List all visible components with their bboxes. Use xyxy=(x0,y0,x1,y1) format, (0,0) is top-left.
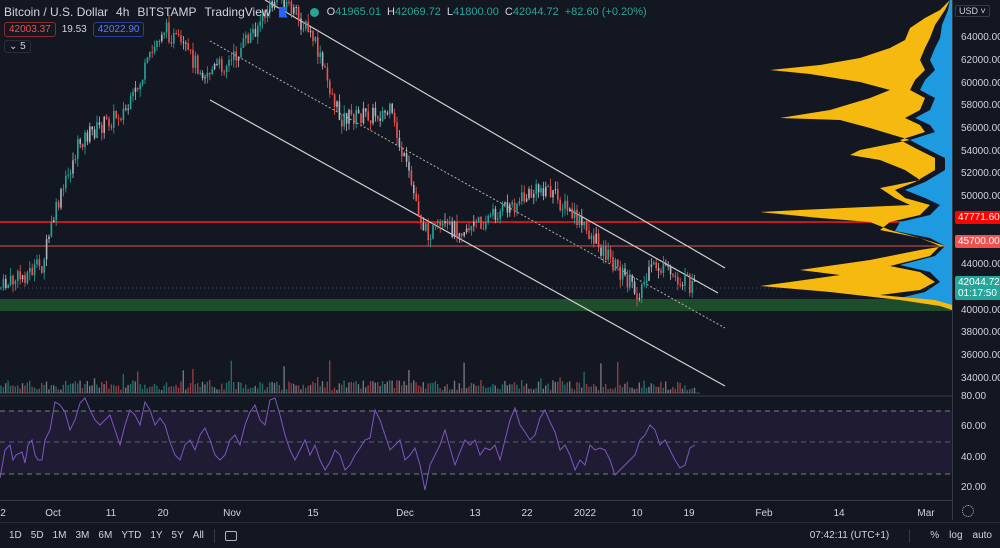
price-axis-label: 34000.00 xyxy=(961,373,1000,384)
price-axis-label: 36000.00 xyxy=(961,350,1000,361)
currency-select[interactable]: USD ˅ xyxy=(955,5,990,17)
time-axis-label: 22 xyxy=(521,508,533,519)
price-axis-label: 20.00 xyxy=(961,482,987,493)
exchange: BITSTAMP xyxy=(137,5,197,19)
ohlc-values: O41965.01 H42069.72 L41800.00 C42044.72 … xyxy=(326,6,647,18)
collapse-indicators-button[interactable]: ⌄ 5 xyxy=(4,40,31,53)
price-axis-label: 56000.00 xyxy=(961,123,1000,134)
auto-toggle[interactable]: auto xyxy=(972,530,992,541)
divider xyxy=(909,528,911,543)
date-ranges: 1D 5D 1M 3M 6M YTD 1Y 5Y All xyxy=(9,530,204,541)
time-axis-label: 2022 xyxy=(573,508,597,519)
time-axis-label: Feb xyxy=(755,508,773,519)
price-axis-label: 64000.00 xyxy=(961,32,1000,43)
time-axis[interactable]: 2 Oct 11 20 Nov 15 Dec 13 22 2022 10 19 Feb 14 Mar xyxy=(0,500,952,522)
inner-channel xyxy=(569,209,719,294)
price-tag: 47771.60 xyxy=(955,211,1000,224)
channel-lower xyxy=(209,99,726,387)
divider xyxy=(213,528,215,543)
time-axis-label: 20 xyxy=(157,508,169,519)
flag-icon[interactable] xyxy=(278,6,288,18)
price-chart[interactable] xyxy=(0,0,952,500)
volume-profile-down xyxy=(895,0,952,310)
time-axis-label: 10 xyxy=(631,508,643,519)
chevron-down-icon: ⌄ xyxy=(9,41,18,52)
time-axis-label: 13 xyxy=(469,508,481,519)
rsi-line xyxy=(0,397,696,491)
channel-upper xyxy=(264,0,726,269)
time-axis-label: 11 xyxy=(105,508,117,519)
interval[interactable]: 4h xyxy=(116,5,130,19)
spread: 19.53 xyxy=(61,24,87,35)
clock[interactable]: 07:42:11 (UTC+1) xyxy=(809,530,890,541)
time-axis-label: Mar xyxy=(917,508,935,519)
price-tag: 45700.00 xyxy=(955,235,1000,248)
data-source: TradingView xyxy=(204,5,271,19)
volume-profile-up xyxy=(760,0,952,310)
price-axis-label: 62000.00 xyxy=(961,55,1000,66)
channel-mid xyxy=(209,40,726,329)
price-axis-label: 44000.00 xyxy=(961,259,1000,270)
range-1d[interactable]: 1D xyxy=(9,530,22,541)
price-axis-label: 54000.00 xyxy=(961,146,1000,157)
range-5d[interactable]: 5D xyxy=(30,530,44,541)
price-axis[interactable]: 64000.00 62000.00 60000.00 58000.00 56000.00… xyxy=(952,0,1000,520)
support-zone xyxy=(0,299,952,311)
range-3m[interactable]: 3M xyxy=(75,530,90,541)
price-tag: 42044.72 01:17:50 xyxy=(955,276,1000,300)
time-axis-label: 19 xyxy=(683,508,695,519)
range-6m[interactable]: 6M xyxy=(98,530,113,541)
log-toggle[interactable]: log xyxy=(949,530,963,541)
price-axis-label: 38000.00 xyxy=(961,327,1000,338)
price-axis-label: 60000.00 xyxy=(961,78,1000,89)
sell-button[interactable]: 42003.37 xyxy=(4,22,56,37)
price-axis-label: 40.00 xyxy=(961,452,987,463)
time-axis-label: Oct xyxy=(45,508,61,519)
percent-toggle[interactable]: % xyxy=(930,530,940,541)
price-axis-label: 52000.00 xyxy=(961,168,1000,179)
bottom-toolbar: 1D 5D 1M 3M 6M YTD 1Y 5Y All 07:42:11 (UTC+1) % … xyxy=(0,522,1000,548)
price-axis-label: 40000.00 xyxy=(961,305,1000,316)
range-ytd[interactable]: YTD xyxy=(121,530,142,541)
time-axis-label: Dec xyxy=(396,508,414,519)
symbol-title[interactable]: Bitcoin / U.S. Dollar xyxy=(4,5,109,19)
range-1m[interactable]: 1M xyxy=(52,530,67,541)
time-axis-label: Nov xyxy=(223,508,241,519)
candles xyxy=(0,0,696,307)
time-axis-label: 2 xyxy=(0,508,6,519)
price-axis-label: 50000.00 xyxy=(961,191,1000,202)
time-axis-label: 15 xyxy=(307,508,319,519)
time-axis-label: 14 xyxy=(833,508,845,519)
price-axis-label: 80.00 xyxy=(961,391,987,402)
volume-bars xyxy=(0,360,696,393)
range-all[interactable]: All xyxy=(192,530,204,541)
goto-date-icon[interactable] xyxy=(224,530,237,541)
price-axis-label: 60.00 xyxy=(961,421,987,432)
trade-buttons: 42003.37 19.53 42022.90 xyxy=(4,22,145,37)
settings-gear-icon[interactable] xyxy=(962,505,974,517)
buy-button[interactable]: 42022.90 xyxy=(92,22,145,37)
range-5y[interactable]: 5Y xyxy=(171,530,184,541)
price-axis-label: 58000.00 xyxy=(961,100,1000,111)
market-status-icon xyxy=(309,7,319,17)
range-1y[interactable]: 1Y xyxy=(150,530,163,541)
chart-legend: Bitcoin / U.S. Dollar 4h BITSTAMP Tradin… xyxy=(4,5,647,19)
